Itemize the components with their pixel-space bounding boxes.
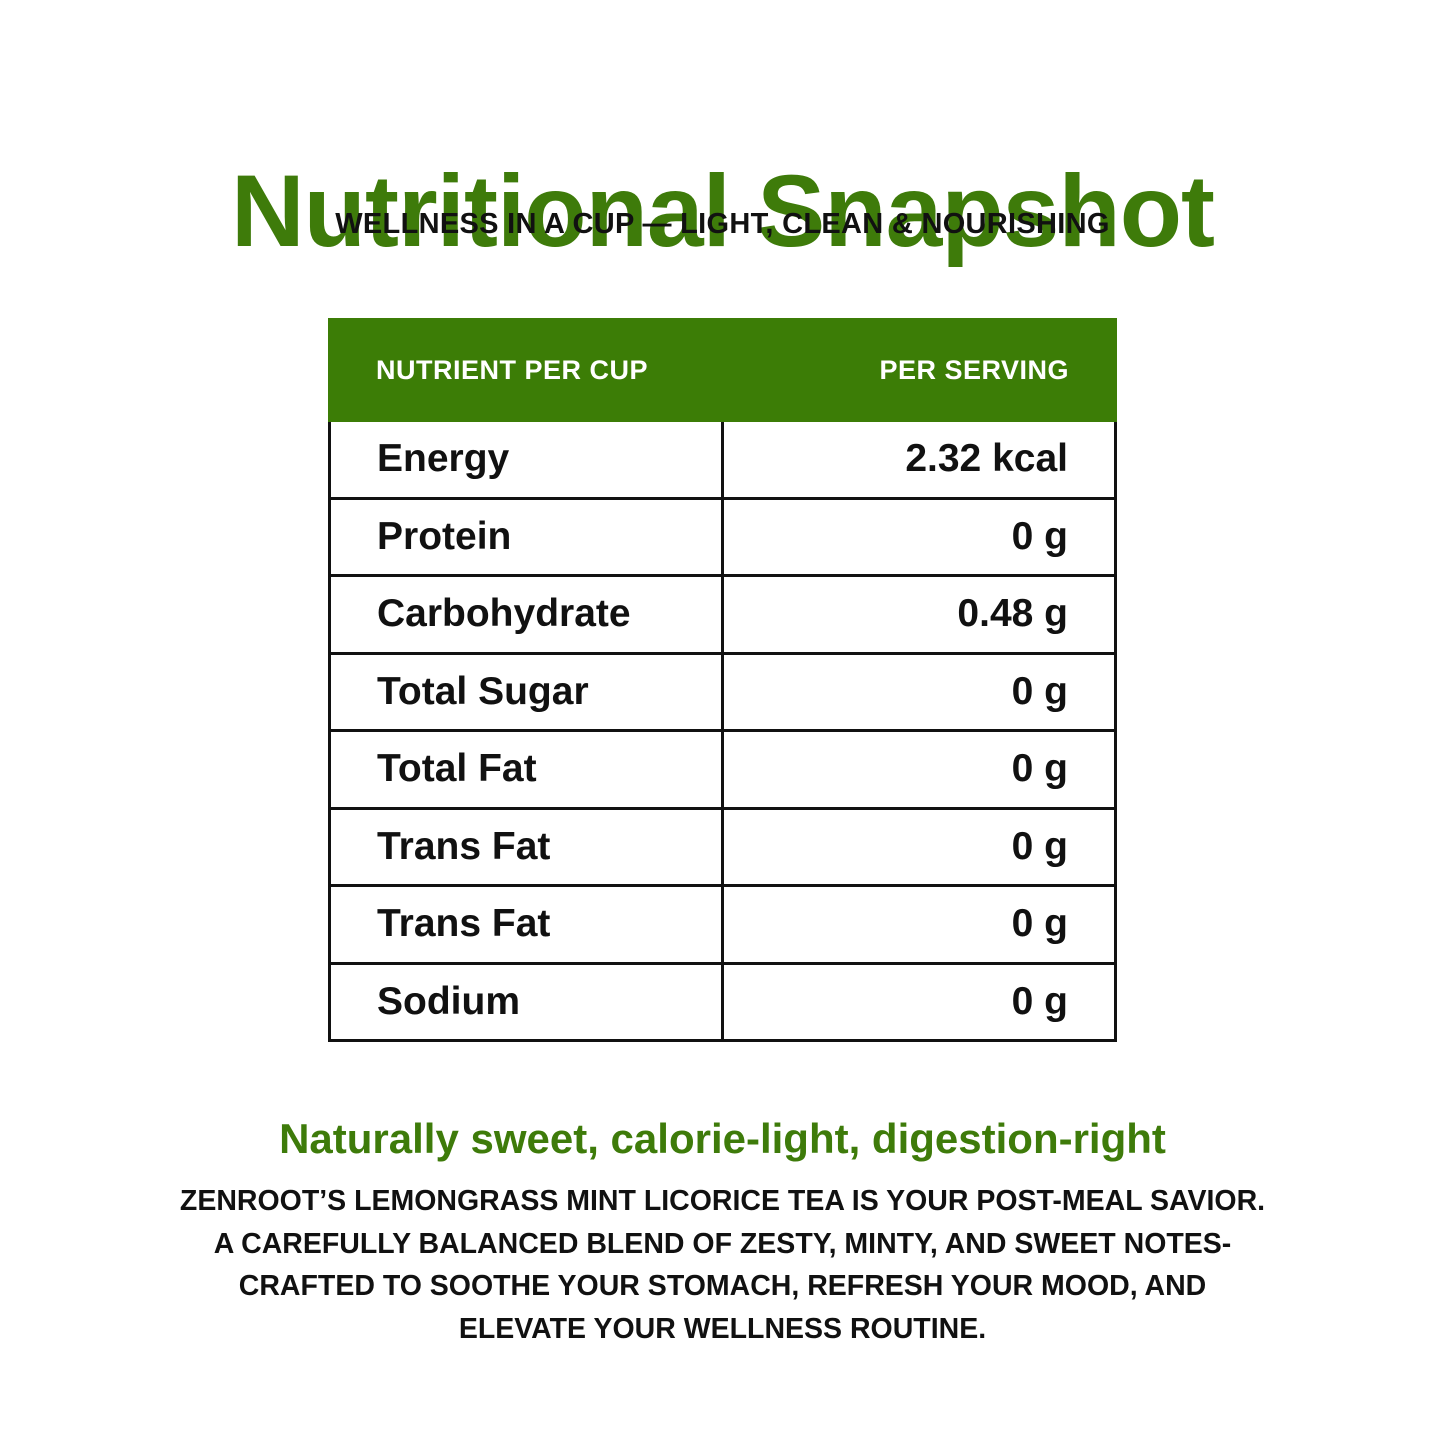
nutrient-name: Protein	[331, 499, 724, 574]
nutrient-name: Trans Fat	[331, 809, 724, 884]
nutrient-name: Carbohydrate	[331, 577, 724, 652]
description-line: CRAFTED TO SOOTHE YOUR STOMACH, REFRESH …	[238, 1270, 1207, 1302]
table-header: NUTRIENT PER CUP PER SERVING	[328, 318, 1117, 422]
nutrient-name: Total Fat	[331, 732, 724, 807]
nutrient-name: Energy	[331, 422, 724, 497]
table-row: Carbohydrate 0.48 g	[328, 577, 1117, 655]
description-line: A CAREFULLY BALANCED BLEND OF ZESTY, MIN…	[213, 1227, 1232, 1260]
page-subtitle: WELLNESS IN A CUP — LIGHT, CLEAN & NOURI…	[335, 208, 1110, 240]
table-row: Protein 0 g	[328, 499, 1117, 577]
nutrient-name: Sodium	[331, 964, 724, 1039]
column-header-nutrient: NUTRIENT PER CUP	[376, 354, 649, 385]
tagline: Naturally sweet, calorie-light, digestio…	[279, 1115, 1166, 1162]
nutrient-value: 0 g	[1011, 824, 1068, 868]
nutrient-value: 2.32 kcal	[905, 437, 1068, 481]
page-title: Nutritional Snapshot	[231, 154, 1215, 269]
nutrient-value: 0 g	[1011, 669, 1068, 713]
nutrient-value: 0 g	[1011, 979, 1068, 1023]
nutrient-value: 0 g	[1011, 747, 1068, 791]
nutrient-value: 0 g	[1011, 514, 1068, 558]
table-row: Total Sugar 0 g	[328, 654, 1117, 732]
table-row: Energy 2.32 kcal	[328, 422, 1117, 500]
nutrient-name: Total Sugar	[331, 654, 724, 729]
description-line: ZENROOT’S LEMONGRASS MINT LICORICE TEA I…	[179, 1185, 1266, 1217]
nutrition-table: NUTRIENT PER CUP PER SERVING Energy 2.32…	[328, 318, 1117, 1042]
nutrient-name: Trans Fat	[331, 887, 724, 962]
table-row: Sodium 0 g	[328, 964, 1117, 1042]
column-header-per-serving: PER SERVING	[879, 354, 1069, 385]
table-row: Trans Fat 0 g	[328, 809, 1117, 887]
description-line: ELEVATE YOUR WELLNESS ROUTINE.	[458, 1312, 987, 1345]
nutrient-value: 0 g	[1011, 902, 1068, 946]
nutrient-value: 0.48 g	[957, 592, 1068, 636]
product-description: ZENROOT’S LEMONGRASS MINT LICORICE TEA I…	[0, 1180, 1445, 1350]
table-row: Trans Fat 0 g	[328, 887, 1117, 965]
table-row: Total Fat 0 g	[328, 732, 1117, 810]
